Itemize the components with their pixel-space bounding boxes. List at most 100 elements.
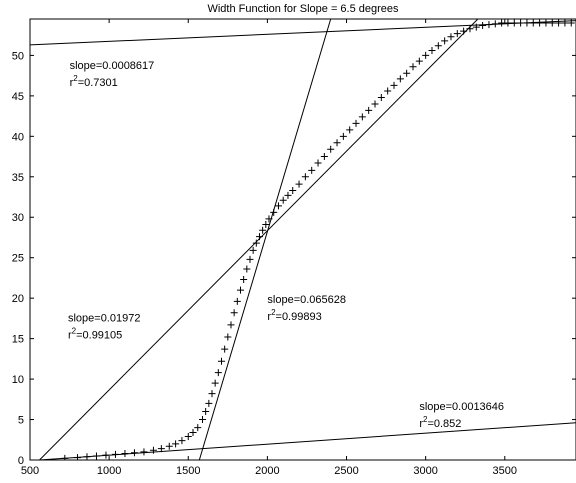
y-tick-label: 10	[12, 374, 24, 386]
y-tick-label: 40	[12, 131, 24, 143]
data-point	[255, 233, 263, 241]
data-point	[270, 208, 278, 216]
data-point	[61, 454, 69, 460]
data-point	[396, 75, 404, 83]
fit-annotations: slope=0.0008617 r2=0.7301 slope=0.065628 r2…	[68, 60, 504, 430]
data-point	[504, 19, 512, 27]
data-point	[227, 321, 235, 329]
data-point	[358, 113, 366, 121]
data-point	[415, 57, 423, 65]
y-tick-label: 15	[12, 334, 24, 346]
data-point	[83, 453, 91, 460]
data-point	[517, 19, 525, 27]
data-point	[422, 51, 430, 59]
annotation-r2-4: r2=0.852	[419, 415, 461, 430]
data-point	[149, 446, 157, 454]
y-tick-label: 0	[18, 455, 24, 467]
data-point	[178, 437, 186, 445]
data-point	[172, 440, 180, 448]
annotation-slope-4: slope=0.0013646	[419, 401, 504, 413]
data-point	[102, 451, 110, 459]
data-point	[390, 81, 398, 89]
y-tick-label: 20	[12, 293, 24, 305]
data-point	[352, 119, 360, 127]
data-point	[567, 19, 575, 27]
x-tick-label: 3000	[413, 465, 437, 477]
data-point	[295, 180, 303, 188]
y-tick-label: 35	[12, 172, 24, 184]
data-point	[498, 19, 506, 27]
data-point	[259, 226, 267, 234]
data-point	[224, 333, 232, 341]
data-point	[252, 239, 260, 247]
data-point	[221, 345, 229, 353]
y-tick-label: 25	[12, 253, 24, 265]
data-point	[327, 145, 335, 153]
data-point	[523, 19, 531, 27]
annotation-slope-2: slope=0.065628	[267, 294, 346, 306]
x-tick-label: 500	[21, 465, 39, 477]
data-point	[262, 221, 270, 229]
data-point	[199, 416, 207, 424]
annotation-slope-3: slope=0.01972	[68, 313, 140, 325]
y-tick-label: 5	[18, 415, 24, 427]
chart-title: Width Function for Slope = 6.5 degrees	[207, 3, 399, 15]
data-point	[346, 126, 354, 134]
data-point	[243, 265, 251, 273]
data-point	[140, 448, 148, 456]
data-point	[466, 25, 474, 33]
data-point	[274, 202, 282, 210]
data-point	[314, 159, 322, 167]
data-point	[536, 19, 544, 27]
data-point	[371, 100, 379, 108]
data-point	[236, 286, 244, 294]
fit-lines	[30, 19, 576, 460]
data-point	[491, 20, 499, 28]
data-point	[529, 19, 537, 27]
plot-frame	[29, 18, 576, 461]
data-point	[189, 428, 197, 436]
y-tick-label: 50	[12, 50, 24, 62]
data-point	[208, 390, 216, 398]
data-point	[460, 27, 468, 35]
data-point	[194, 424, 202, 432]
data-point	[301, 173, 309, 181]
data-point	[205, 399, 213, 407]
x-tick-label: 3500	[493, 465, 517, 477]
annotation-r2-3: r2=0.99105	[68, 327, 122, 342]
data-point	[365, 106, 373, 114]
data-point	[377, 93, 385, 101]
data-point	[265, 215, 273, 223]
x-tick-label: 1000	[97, 465, 121, 477]
data-point	[184, 433, 192, 441]
data-point	[214, 369, 222, 377]
annotation-r2-1: r2=0.7301	[70, 74, 118, 89]
data-point	[289, 187, 297, 195]
data-point	[447, 33, 455, 41]
data-point	[165, 442, 173, 450]
annotation-slope-1: slope=0.0008617	[70, 60, 155, 72]
data-point	[249, 246, 257, 254]
data-point	[211, 379, 219, 387]
data-point	[542, 19, 550, 27]
data-point	[339, 132, 347, 140]
data-point	[246, 255, 254, 263]
axis-ticks: 500 1000 1500 2000 2500 3000 3500 0 5 10 15 20 25 30 3…	[12, 19, 576, 477]
fit-line-2	[39, 19, 479, 460]
data-point	[510, 19, 518, 27]
y-tick-label: 45	[12, 91, 24, 103]
data-point	[217, 357, 225, 365]
x-tick-label: 1500	[176, 465, 200, 477]
data-point	[384, 87, 392, 95]
data-point	[434, 42, 442, 50]
data-point	[230, 309, 238, 317]
data-point	[157, 445, 165, 453]
data-point	[284, 191, 292, 199]
x-tick-label: 2000	[255, 465, 279, 477]
data-point	[240, 276, 248, 284]
data-point	[409, 63, 417, 71]
data-point	[453, 30, 461, 38]
y-tick-label: 30	[12, 212, 24, 224]
data-point	[111, 450, 119, 458]
